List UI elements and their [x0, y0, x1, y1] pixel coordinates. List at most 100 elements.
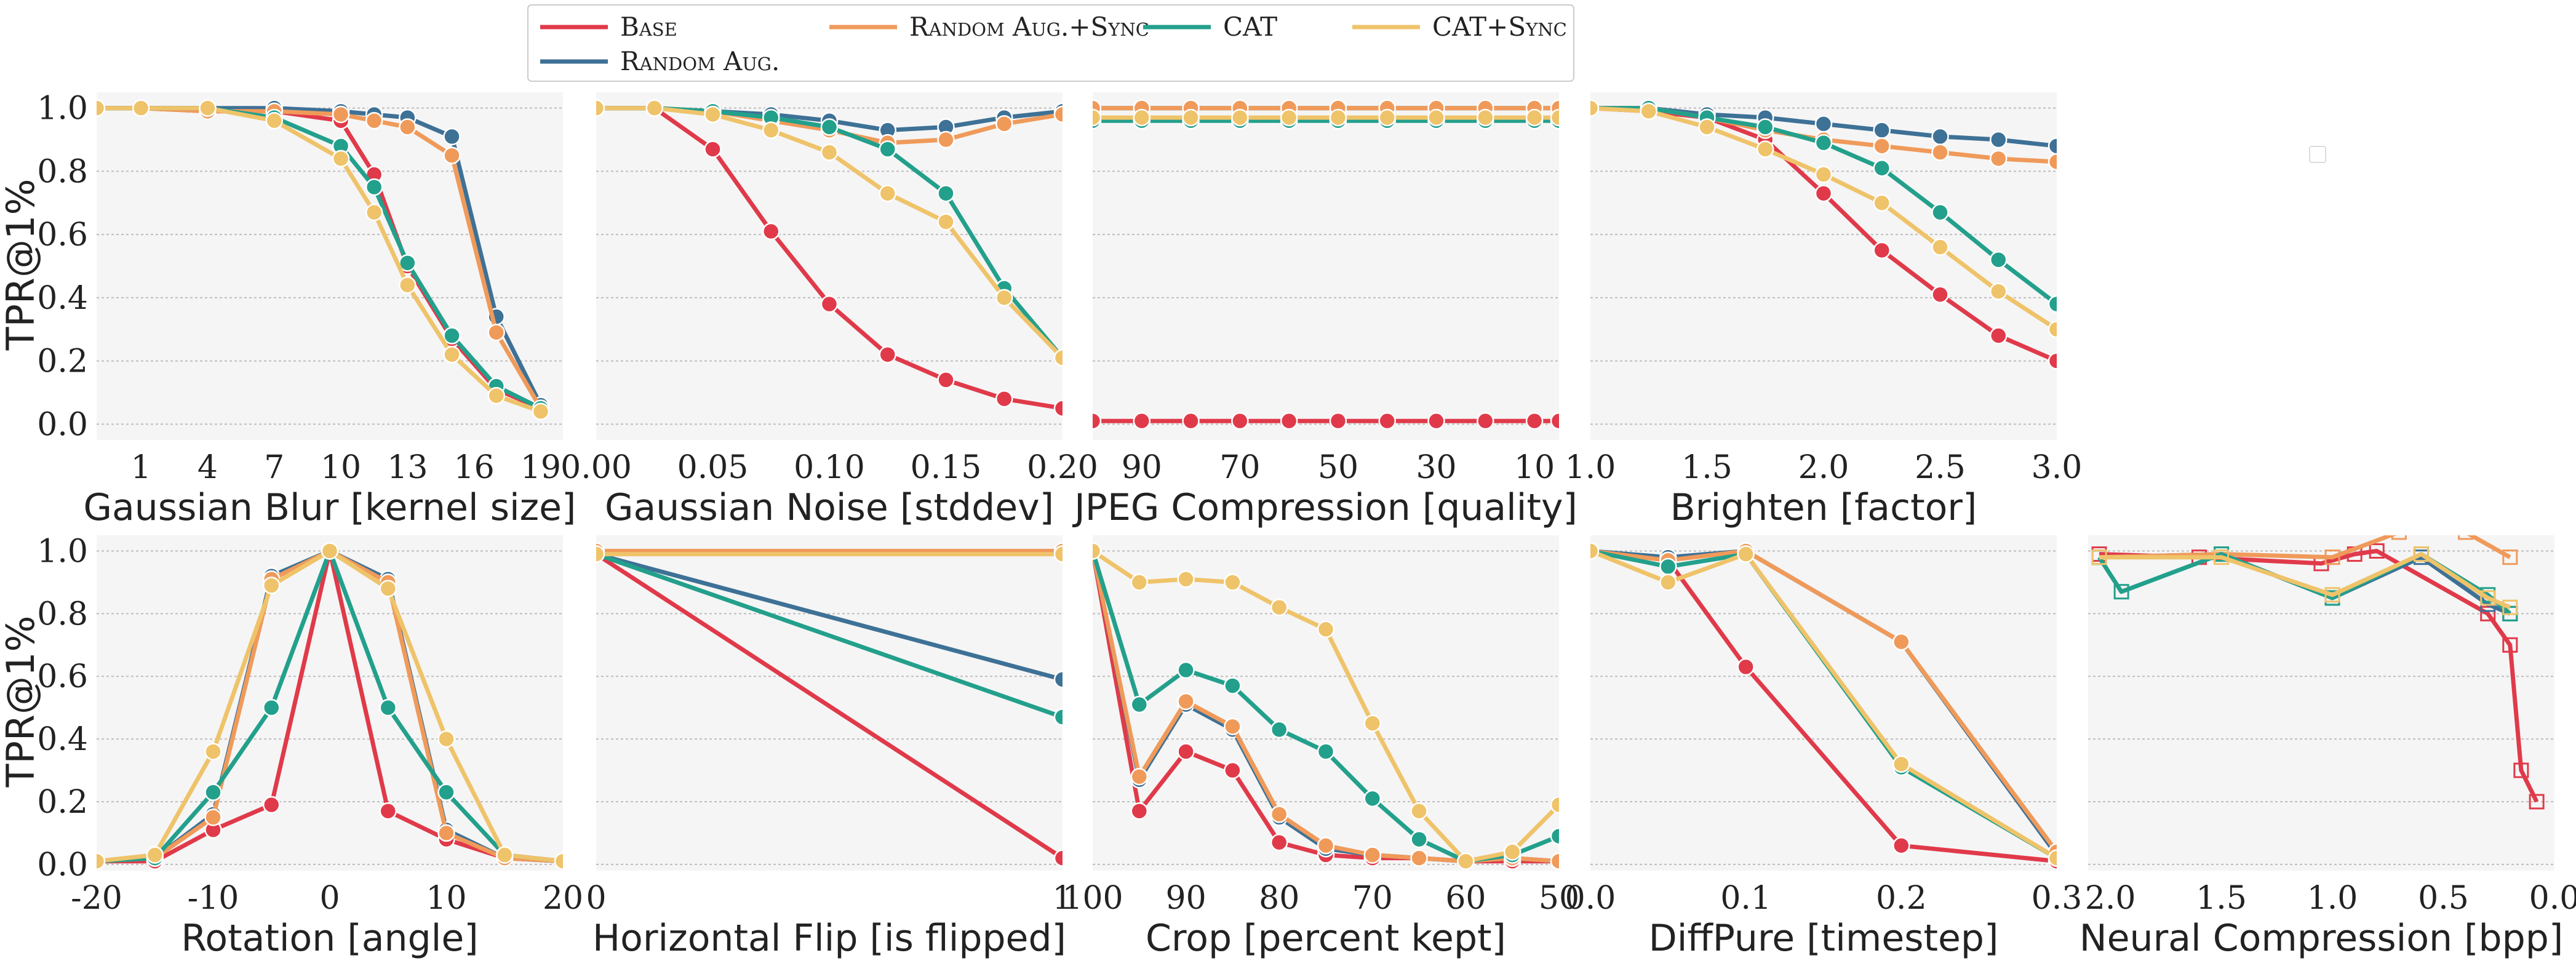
data-point	[379, 580, 397, 597]
x-tick-label: 10	[321, 449, 361, 486]
x-tick-label: 1	[1052, 880, 1072, 917]
data-point	[1270, 721, 1288, 739]
data-point	[265, 111, 284, 130]
data-point	[2214, 549, 2230, 565]
data-point	[2391, 535, 2407, 540]
data-point	[2369, 543, 2385, 559]
data-point	[1737, 658, 1755, 676]
plot-area	[97, 99, 550, 421]
data-point	[1931, 238, 1949, 256]
data-point	[2502, 637, 2518, 653]
plot-area	[2091, 535, 2545, 810]
y-axis-label-top: TPR@1%	[0, 179, 43, 351]
x-axis-label: Brighten [factor]	[1670, 486, 1977, 529]
data-point	[1378, 412, 1396, 430]
plot-area	[596, 99, 1063, 417]
plot-area	[1590, 99, 2057, 370]
data-point	[1317, 620, 1335, 639]
y-tick-label: 0.0	[37, 406, 88, 443]
data-point	[762, 222, 780, 241]
x-tick-label: 90	[1166, 880, 1206, 917]
y-tick-label: 0.4	[37, 280, 88, 317]
data-point	[1224, 717, 1242, 735]
data-point	[437, 783, 455, 801]
x-tick-label: 70	[1219, 449, 1260, 486]
data-point	[1990, 327, 2008, 345]
data-point	[554, 852, 563, 870]
data-point	[1378, 108, 1396, 127]
data-point	[1525, 412, 1544, 430]
y-tick-label: 1.0	[37, 533, 88, 570]
x-tick-label: 0.5	[2418, 880, 2469, 917]
data-point	[399, 276, 417, 294]
panel-background	[1093, 92, 1559, 440]
data-point	[1659, 573, 1677, 591]
plot-area	[1093, 99, 1559, 430]
data-point	[2048, 153, 2057, 171]
data-point	[1410, 802, 1428, 820]
y-tick-label: 0.6	[37, 658, 88, 695]
data-point	[1931, 143, 1949, 161]
data-point	[1093, 542, 1102, 560]
x-tick-label: 0.00	[560, 449, 632, 486]
panel-background	[2088, 535, 2554, 871]
x-tick-label: 1.0	[1565, 449, 1616, 486]
data-point	[1231, 412, 1249, 430]
data-point	[879, 346, 896, 364]
y-tick-label: 0.2	[37, 343, 88, 380]
data-point	[704, 140, 722, 158]
data-point	[1892, 755, 1910, 773]
data-point	[1182, 108, 1200, 127]
y-tick-label: 0.2	[37, 784, 88, 821]
data-point	[1659, 557, 1677, 576]
x-tick-label: 0.3	[2032, 880, 2083, 917]
plot-area	[596, 542, 1063, 867]
data-point	[532, 402, 550, 421]
data-point	[820, 143, 839, 161]
data-point	[263, 698, 281, 717]
data-point	[443, 146, 461, 164]
data-point	[1590, 99, 1600, 117]
data-point	[1053, 349, 1063, 367]
data-point	[2091, 549, 2107, 565]
data-point	[1093, 108, 1102, 127]
data-point	[2324, 587, 2340, 603]
x-tick-label: 19	[520, 449, 561, 486]
data-point	[332, 150, 350, 168]
data-point	[263, 577, 281, 594]
data-point	[1329, 412, 1347, 430]
data-point	[204, 808, 222, 826]
data-point	[1410, 830, 1428, 848]
data-point	[2113, 584, 2129, 600]
data-point	[645, 99, 663, 117]
data-point	[2502, 599, 2518, 615]
panel-4: 0.0 0.2 0.4 0.6 0.8 1.0 -20 -10 0 10 20 Rotation [a…	[37, 533, 583, 960]
data-point	[1873, 159, 1891, 177]
data-point	[2480, 590, 2496, 606]
data-point	[1130, 573, 1149, 591]
data-point	[1698, 118, 1716, 136]
x-tick-label: 0.10	[794, 449, 865, 486]
x-tick-label: 100	[1062, 880, 1123, 917]
data-point	[1814, 185, 1833, 202]
x-tick-label: 1.0	[2307, 880, 2358, 917]
data-point	[1053, 105, 1063, 124]
x-tick-label: 50	[1539, 880, 1579, 917]
x-axis-label: Gaussian Noise [stddev]	[605, 486, 1054, 529]
data-point	[1270, 598, 1288, 617]
x-axis-label: Horizontal Flip [is flipped]	[592, 917, 1066, 960]
data-point	[1931, 285, 1949, 303]
data-point	[1053, 849, 1063, 867]
data-point	[365, 111, 383, 130]
data-point	[1270, 833, 1288, 852]
data-point	[1329, 108, 1347, 127]
x-axis-label: JPEG Compression [quality]	[1072, 486, 1577, 529]
data-point	[995, 289, 1013, 307]
x-tick-label: 0.0	[2529, 880, 2576, 917]
y-tick-label: 1.0	[37, 90, 88, 127]
x-tick-label: 1.5	[2196, 880, 2247, 917]
y-tick-label: 0.8	[37, 596, 88, 633]
data-point	[1477, 412, 1494, 430]
